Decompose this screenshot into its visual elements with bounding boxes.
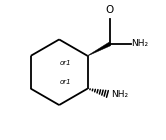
Text: NH₂: NH₂ [111, 90, 128, 99]
Text: or1: or1 [60, 79, 72, 85]
Polygon shape [87, 42, 111, 56]
Text: O: O [106, 5, 114, 15]
Text: NH₂: NH₂ [131, 39, 149, 48]
Text: or1: or1 [60, 60, 72, 66]
